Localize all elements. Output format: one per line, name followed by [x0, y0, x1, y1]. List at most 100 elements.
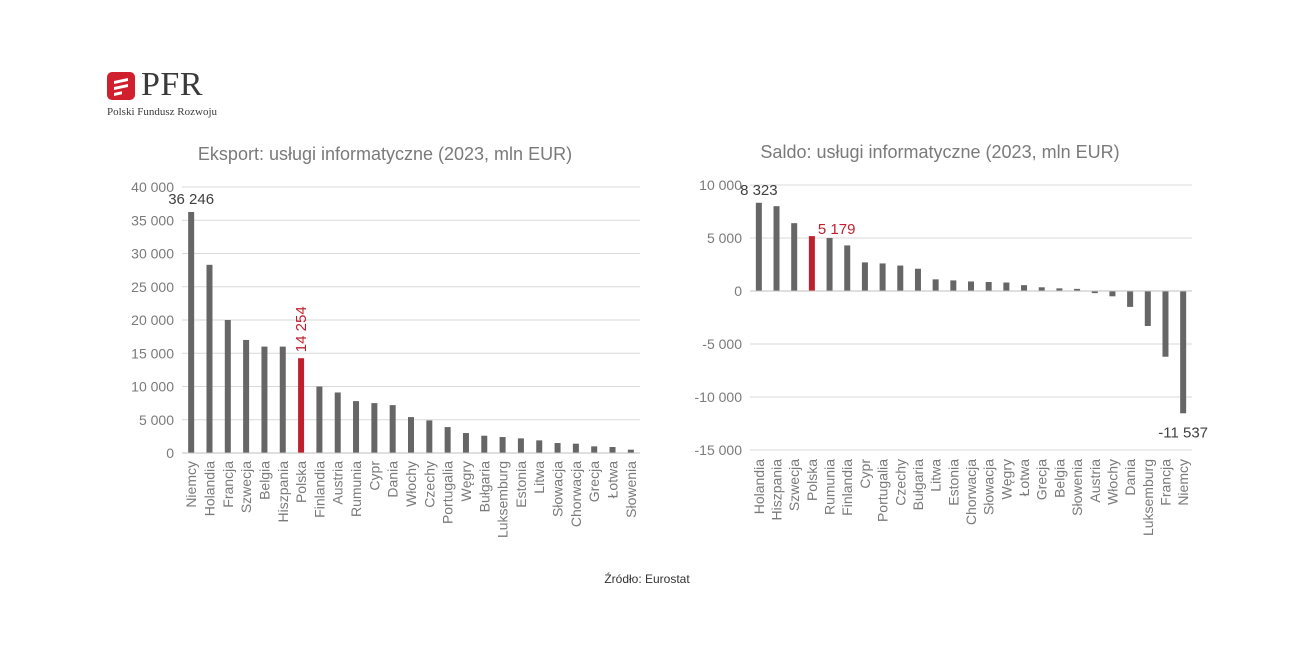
x-tick-label: Niemcy [183, 461, 199, 508]
x-tick-label: Słowacja [550, 461, 566, 517]
bar [298, 358, 305, 453]
x-tick-label: Austria [1087, 459, 1103, 503]
bar [791, 223, 798, 291]
x-tick-label: Łotwa [605, 461, 621, 499]
bar [353, 401, 360, 453]
y-tick-label: 0 [734, 283, 742, 299]
x-tick-label: Hiszpania [769, 459, 785, 521]
y-tick-label: 35 000 [131, 212, 174, 228]
bar [517, 438, 524, 453]
bar [279, 346, 286, 453]
x-tick-label: Słowenia [1069, 459, 1085, 516]
bar [897, 265, 904, 291]
x-tick-label: Szwecja [238, 461, 254, 513]
y-tick-label: -5 000 [702, 336, 742, 352]
data-label: 8 323 [740, 182, 778, 199]
bar [334, 392, 341, 453]
bar [536, 440, 543, 453]
x-tick-label: Dania [385, 461, 401, 498]
y-tick-label: 30 000 [131, 246, 174, 262]
bar [572, 443, 579, 453]
bar [389, 405, 396, 453]
y-tick-label: 5 000 [707, 230, 742, 246]
bar [985, 281, 992, 291]
bar [499, 437, 506, 453]
bar [609, 447, 616, 453]
x-tick-label: Bułgaria [476, 461, 492, 513]
bar [773, 206, 780, 291]
bar [1056, 288, 1063, 291]
bar [1127, 291, 1134, 307]
x-tick-label: Luksemburg [495, 461, 511, 538]
x-tick-label: Francja [220, 461, 236, 508]
x-tick-label: Polska [804, 459, 820, 501]
bar [879, 263, 886, 291]
pfr-logo-mark-icon [107, 72, 135, 100]
logo-text: PFR [141, 66, 203, 103]
x-tick-label: Luksemburg [1140, 459, 1156, 536]
bar [371, 403, 378, 453]
bar [554, 443, 561, 453]
y-tick-label: 15 000 [131, 345, 174, 361]
x-tick-label: Francja [1157, 459, 1173, 506]
bar [1144, 291, 1151, 326]
bar [861, 262, 868, 291]
y-tick-label: 40 000 [131, 179, 174, 195]
x-tick-label: Włochy [1104, 459, 1120, 505]
x-tick-label: Słowenia [623, 461, 639, 518]
bar [243, 339, 250, 453]
x-tick-label: Niemcy [1175, 459, 1191, 506]
bar [914, 268, 921, 291]
bar [808, 236, 815, 291]
x-tick-label: Dania [1122, 459, 1138, 496]
bar [950, 280, 957, 291]
bar [1003, 282, 1010, 291]
data-label: 14 254 [293, 306, 310, 352]
x-tick-label: Portugalia [440, 461, 456, 524]
x-tick-label: Rumunia [822, 459, 838, 515]
bar [1038, 287, 1045, 291]
x-tick-label: Belgia [1051, 459, 1067, 498]
x-tick-label: Rumunia [348, 461, 364, 517]
x-tick-label: Słowacja [981, 459, 997, 515]
x-tick-label: Austria [330, 461, 346, 505]
x-tick-label: Czechy [892, 459, 908, 506]
x-tick-label: Chorwacja [963, 459, 979, 525]
x-tick-label: Polska [293, 461, 309, 503]
bar [188, 211, 195, 453]
bar [1021, 285, 1028, 291]
bar [408, 417, 414, 453]
bar [206, 264, 213, 453]
y-tick-label: 5 000 [139, 412, 174, 428]
bar [462, 433, 469, 453]
bar [968, 281, 974, 291]
chart-title: Saldo: usługi informatyczne (2023, mln E… [760, 142, 1119, 162]
y-tick-label: 20 000 [131, 312, 174, 328]
bar [826, 238, 833, 291]
source-note: Źródło: Eurostat [604, 572, 690, 586]
y-tick-label: -15 000 [695, 442, 743, 458]
y-tick-label: 10 000 [699, 177, 742, 193]
chart-title: Eksport: usługi informatyczne (2023, mln… [198, 144, 572, 164]
bar [316, 386, 323, 453]
y-tick-label: 10 000 [131, 379, 174, 395]
bar [1109, 291, 1116, 297]
data-label: 36 246 [168, 191, 214, 208]
x-tick-label: Holandia [201, 461, 217, 516]
bar [755, 202, 762, 291]
x-tick-label: Holandia [751, 459, 767, 514]
x-tick-label: Czechy [421, 461, 437, 508]
y-tick-label: -10 000 [695, 389, 743, 405]
bar [261, 346, 268, 453]
bar [1091, 291, 1098, 294]
x-tick-label: Belgia [256, 461, 272, 500]
data-label: 5 179 [818, 221, 856, 238]
y-tick-label: 0 [166, 445, 174, 461]
bar [591, 446, 598, 453]
bar [932, 279, 939, 291]
x-tick-label: Grecja [586, 461, 602, 502]
bar [844, 245, 851, 291]
x-tick-label: Finlandia [839, 459, 855, 516]
